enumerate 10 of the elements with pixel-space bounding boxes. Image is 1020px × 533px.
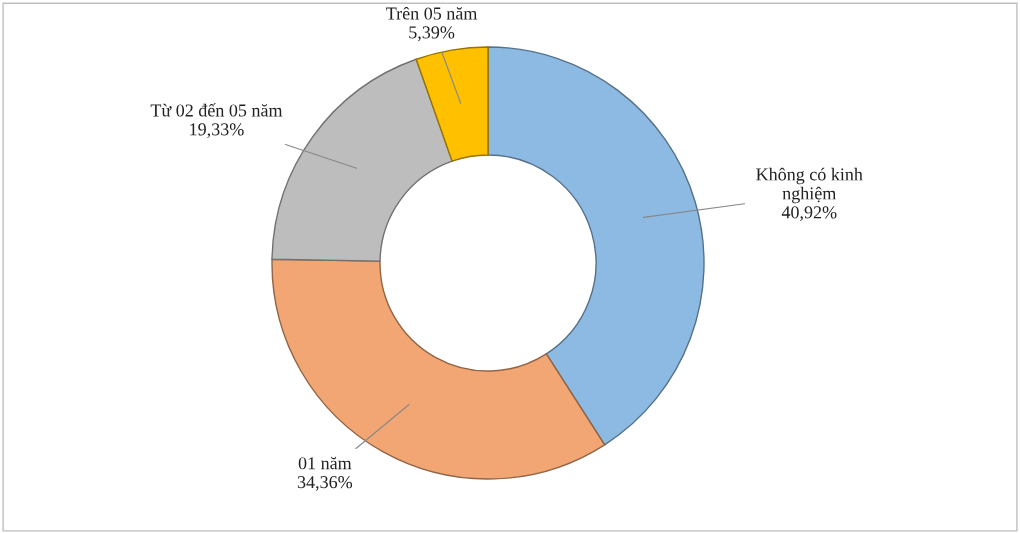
data-label: 40,92% <box>781 206 837 222</box>
slice-label: Không có kinh nghiệm <box>756 167 863 204</box>
slice-label: 01 năm <box>298 456 352 470</box>
donut-slice <box>415 46 489 162</box>
slice-label: Trên 05 năm <box>386 6 478 20</box>
data-label: 19,33% <box>190 123 244 139</box>
slice-label: Từ 02 đến 05 năm <box>150 103 283 117</box>
data-label: 5,39% <box>409 26 455 42</box>
data-label: 34,36% <box>297 476 353 491</box>
donut-slice <box>487 46 705 446</box>
